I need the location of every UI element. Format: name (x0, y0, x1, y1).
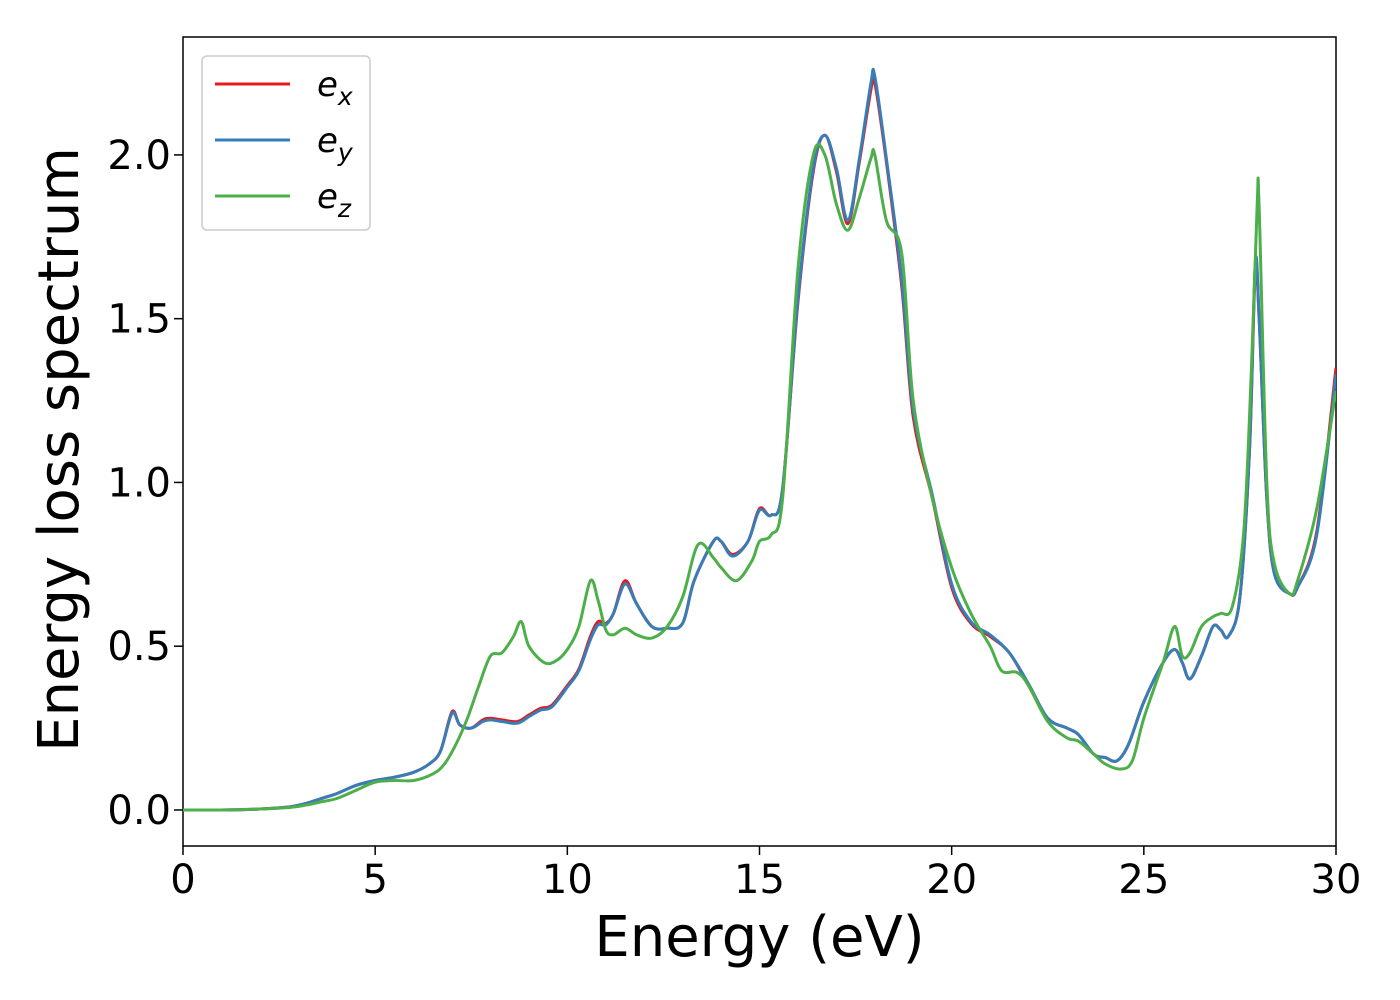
legend-label-y: ey (317, 121, 354, 167)
x-axis-title: Energy (eV) (594, 905, 924, 970)
x-tick-label: 15 (734, 857, 785, 903)
x-tick-label: 30 (1311, 857, 1362, 903)
y-axis: 0.0 0.5 1.0 1.5 2.0 (107, 133, 183, 834)
x-tick-label: 10 (542, 857, 593, 903)
y-tick-label: 1.5 (107, 297, 171, 343)
legend-label-z: ez (317, 177, 352, 223)
x-tick-label: 5 (362, 857, 387, 903)
legend: ex ey ez (201, 55, 371, 231)
x-tick-label: 20 (926, 857, 977, 903)
y-tick-label: 1.0 (107, 460, 171, 506)
legend-box (201, 55, 371, 231)
y-axis-title: Energy loss spectrum (27, 147, 92, 752)
legend-label-x: ex (317, 65, 353, 111)
series-line-z (183, 142, 1336, 812)
series-line-y (183, 67, 1336, 812)
x-axis: 0 5 10 15 20 25 30 (170, 846, 1361, 903)
series-layer (183, 67, 1336, 812)
y-tick-label: 0.0 (107, 788, 171, 834)
y-tick-label: 0.5 (107, 624, 171, 670)
x-tick-label: 0 (170, 857, 195, 903)
y-tick-label: 2.0 (107, 133, 171, 179)
x-tick-label: 25 (1118, 857, 1169, 903)
